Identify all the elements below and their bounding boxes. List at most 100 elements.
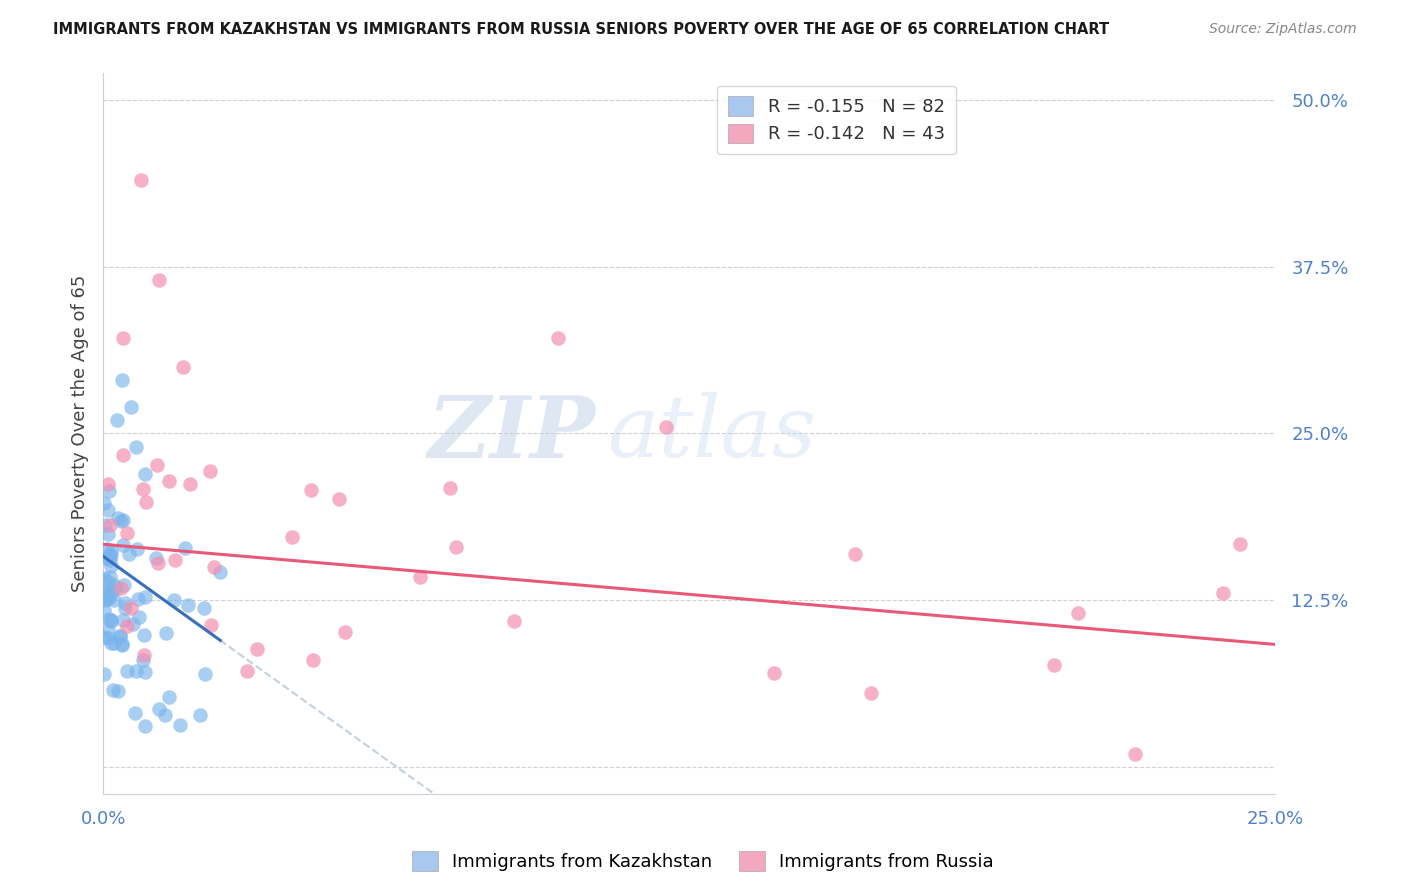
Legend: Immigrants from Kazakhstan, Immigrants from Russia: Immigrants from Kazakhstan, Immigrants f…: [405, 844, 1001, 879]
Point: [114, 596, 136, 610]
Point: [100, 559, 122, 574]
Point: [134, 467, 156, 481]
Point: [110, 637, 132, 651]
Point: [114, 600, 136, 615]
Point: [125, 664, 148, 678]
Point: [110, 629, 132, 643]
Point: [111, 331, 134, 345]
Point: [104, 581, 127, 595]
Point: [110, 514, 132, 528]
Point: [153, 708, 176, 723]
Point: [333, 624, 356, 639]
Point: [202, 559, 225, 574]
Point: [179, 476, 201, 491]
Point: [107, 511, 129, 525]
Point: [439, 481, 461, 495]
Point: [98, 612, 121, 626]
Point: [115, 525, 138, 540]
Point: [100, 584, 122, 599]
Point: [100, 635, 122, 649]
Point: [107, 683, 129, 698]
Point: [93, 571, 115, 585]
Point: [134, 665, 156, 679]
Point: [188, 707, 211, 722]
Point: [103, 682, 125, 697]
Point: [100, 548, 122, 562]
Point: [93, 551, 115, 566]
Point: [159, 474, 181, 488]
Point: [547, 331, 569, 345]
Point: [132, 482, 155, 496]
Point: [100, 614, 122, 628]
Point: [98, 548, 121, 562]
Point: [100, 544, 122, 558]
Point: [93, 666, 115, 681]
Point: [120, 600, 142, 615]
Point: [128, 610, 150, 624]
Point: [97, 526, 120, 541]
Text: ZIP: ZIP: [427, 392, 596, 475]
Point: [132, 628, 155, 642]
Point: [111, 513, 134, 527]
Point: [97, 623, 120, 637]
Point: [194, 667, 217, 681]
Point: [94, 586, 117, 600]
Point: [103, 578, 125, 592]
Point: [97, 550, 120, 565]
Point: [100, 614, 122, 628]
Point: [236, 664, 259, 678]
Point: [155, 626, 177, 640]
Point: [98, 553, 121, 567]
Point: [1067, 606, 1090, 620]
Text: IMMIGRANTS FROM KAZAKHSTAN VS IMMIGRANTS FROM RUSSIA SENIORS POVERTY OVER THE AG: IMMIGRANTS FROM KAZAKHSTAN VS IMMIGRANTS…: [53, 22, 1109, 37]
Point: [94, 517, 117, 532]
Point: [763, 666, 786, 681]
Point: [502, 614, 524, 628]
Point: [111, 639, 134, 653]
Point: [98, 517, 121, 532]
Point: [117, 547, 139, 561]
Point: [145, 458, 167, 472]
Text: atlas: atlas: [607, 392, 817, 475]
Point: [280, 530, 302, 544]
Point: [125, 542, 148, 557]
Point: [134, 590, 156, 604]
Point: [125, 440, 148, 454]
Point: [301, 653, 323, 667]
Point: [103, 636, 125, 650]
Text: Source: ZipAtlas.com: Source: ZipAtlas.com: [1209, 22, 1357, 37]
Point: [94, 589, 117, 603]
Point: [200, 618, 222, 632]
Point: [124, 706, 146, 720]
Point: [105, 413, 128, 427]
Point: [117, 664, 139, 678]
Point: [1212, 586, 1234, 600]
Point: [1043, 658, 1066, 673]
Point: [94, 582, 117, 597]
Point: [110, 629, 132, 643]
Point: [299, 483, 322, 497]
Point: [111, 448, 134, 462]
Point: [111, 537, 134, 551]
Point: [444, 540, 467, 554]
Point: [844, 547, 866, 561]
Point: [1123, 747, 1146, 761]
Point: [209, 565, 232, 579]
Point: [146, 556, 169, 570]
Point: [135, 495, 157, 509]
Point: [148, 273, 170, 287]
Point: [94, 593, 117, 607]
Point: [148, 701, 170, 715]
Point: [111, 613, 134, 627]
Point: [157, 690, 180, 704]
Point: [1229, 537, 1251, 551]
Point: [655, 419, 678, 434]
Point: [96, 542, 118, 557]
Point: [110, 581, 132, 595]
Point: [127, 591, 149, 606]
Point: [93, 592, 115, 607]
Point: [97, 631, 120, 645]
Legend: R = -0.155   N = 82, R = -0.142   N = 43: R = -0.155 N = 82, R = -0.142 N = 43: [717, 86, 956, 154]
Point: [169, 718, 191, 732]
Point: [121, 616, 143, 631]
